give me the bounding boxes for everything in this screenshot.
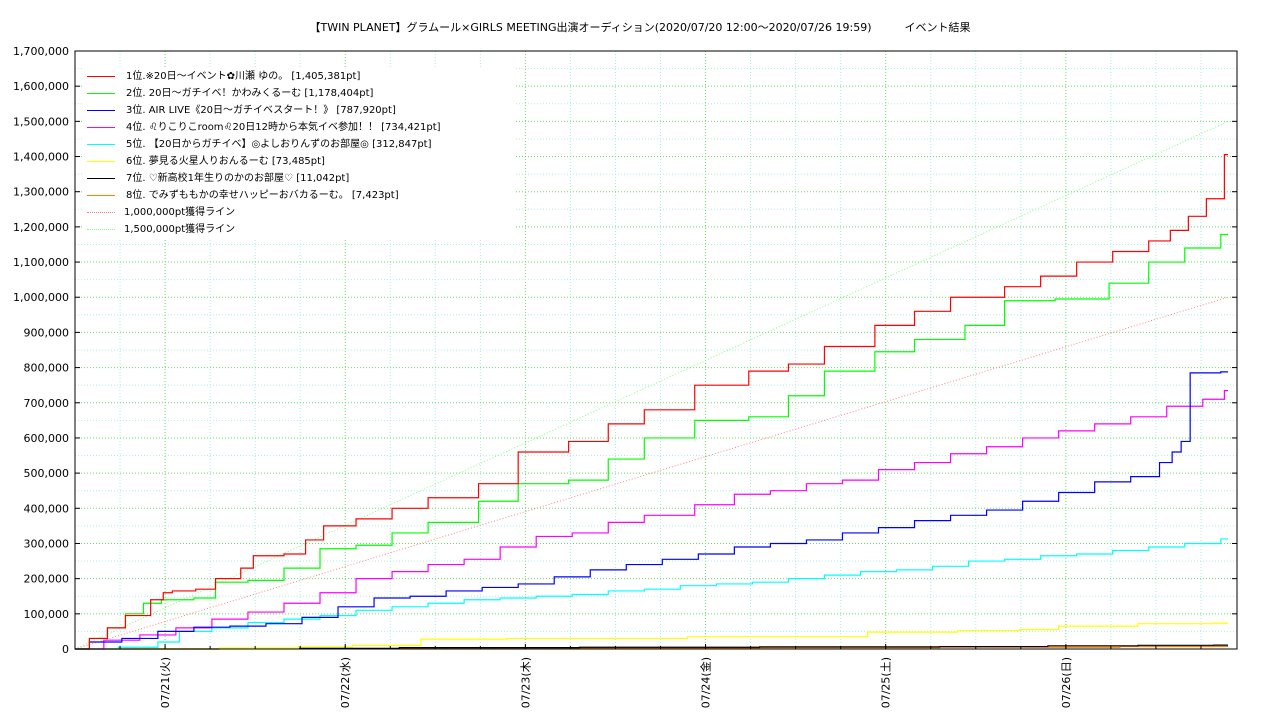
y-tick-label: 900,000	[24, 326, 70, 339]
y-tick-label: 600,000	[24, 432, 70, 445]
chart-title: 【TWIN PLANET】グラムール×GIRLS MEETING出演オーディショ…	[309, 21, 971, 34]
series-line-1	[75, 154, 1228, 650]
y-tick-label: 1,000,000	[13, 291, 69, 304]
y-tick-label: 100,000	[24, 608, 70, 621]
legend-label: 1位.※20日〜イベント✿川瀬 ゆの。 [1,405,381pt]	[126, 71, 361, 82]
series-line-3	[75, 371, 1228, 650]
legend-swatch	[87, 195, 115, 196]
legend-label: 2位. 20日〜ガチイベ！かわみくるーむ [1,178,404pt]	[126, 88, 374, 99]
legend-label: 4位. ♌りこりこroom♌20日12時から本気イベ参加！！ [734,421p…	[126, 122, 441, 133]
y-tick-label: 1,700,000	[13, 45, 69, 58]
reference-line-2	[74, 120, 1229, 650]
x-tick-label: 07/21(火)	[159, 657, 172, 708]
y-tick-label: 300,000	[24, 537, 70, 550]
legend-label: 5位. 【20日からガチイベ】◎よしおりんずのお部屋◎ [312,847pt]	[126, 139, 432, 150]
legend-swatch	[87, 229, 115, 230]
x-axis: 07/21(火) 07/22(水) 07/23(木) 07/24(金) 07/25(土)…	[119, 644, 1202, 708]
y-tick-label: 1,400,000	[13, 151, 69, 164]
legend-swatch	[87, 110, 115, 111]
legend-label: 3位. AIR LIVE《20日〜ガチイベスタート！》 [787,920pt]	[126, 105, 396, 116]
series-line-6	[75, 622, 1228, 650]
plot-frame	[74, 50, 1238, 650]
legend-label: 8位. でみずももかの幸せハッピーおバカるーむ。 [7,423pt]	[126, 190, 399, 201]
y-tick-label: 500,000	[24, 467, 70, 480]
y-tick-label: 400,000	[24, 502, 70, 515]
y-tick-label: 800,000	[24, 362, 70, 375]
legend-swatch	[87, 161, 115, 162]
x-tick-label: 07/26(日)	[1060, 657, 1073, 708]
legend-label: 1,000,000pt獲得ライン	[124, 207, 236, 218]
legend-swatch	[87, 127, 115, 128]
reference-lines	[74, 120, 1229, 650]
y-tick-label: 1,100,000	[13, 256, 69, 269]
y-tick-label: 0	[62, 643, 69, 656]
y-tick-label: 1,300,000	[13, 186, 69, 199]
legend-swatch	[87, 178, 115, 179]
y-tick-label: 1,200,000	[13, 221, 69, 234]
legend-swatch	[87, 93, 115, 94]
y-tick-label: 700,000	[24, 397, 70, 410]
legend: 1位.※20日〜イベント✿川瀬 ゆの。 [1,405,381pt] 2位. 20日…	[84, 68, 514, 240]
y-tick-label: 1,500,000	[13, 115, 69, 128]
legend-swatch	[87, 212, 115, 213]
y-tick-label: 200,000	[24, 573, 70, 586]
x-tick-label: 07/23(木)	[519, 657, 532, 708]
legend-swatch	[87, 144, 115, 145]
legend-swatch	[87, 76, 115, 77]
y-tick-label: 1,600,000	[13, 80, 69, 93]
x-tick-label: 07/24(金)	[699, 657, 713, 708]
legend-label: 1,500,000pt獲得ライン	[124, 224, 236, 235]
legend-label: 6位. 夢見る火星人りおんるーむ [73,485pt]	[126, 156, 325, 167]
series-line-2	[75, 233, 1228, 650]
legend-label: 7位. ♡新高校1年生りのかのお部屋♡ [11,042pt]	[126, 173, 350, 184]
y-axis: 0 100,000 200,000 300,000 400,000 500,000 600,…	[13, 45, 1237, 656]
series-line-4	[75, 390, 1228, 650]
series-line-5	[75, 538, 1228, 650]
x-tick-label: 07/22(水)	[339, 657, 352, 708]
x-tick-label: 07/25(土)	[880, 657, 893, 708]
